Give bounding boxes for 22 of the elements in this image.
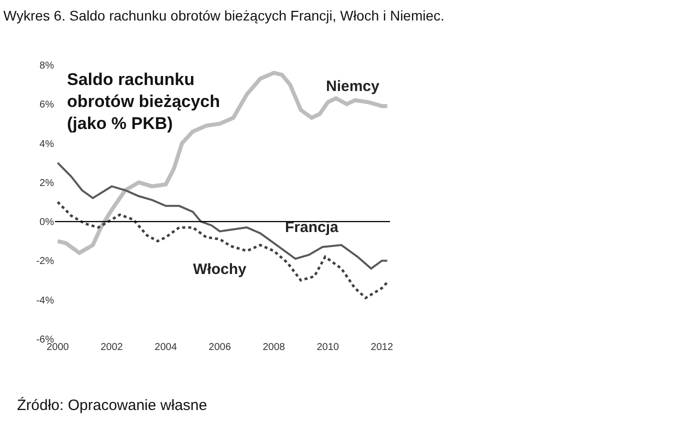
x-tick-label: 2004 — [154, 342, 178, 353]
y-tick-label: -2% — [36, 256, 54, 268]
x-tick-label: 2000 — [46, 342, 70, 353]
y-tick-label: -4% — [36, 295, 54, 306]
text: Źródło: Opracowanie własne — [17, 396, 208, 414]
y-tick-label: 4% — [40, 138, 54, 150]
chart-title: Wykres 6. Saldo rachunku obrotów bieżących Francji, Włoch i Niemiec. — [3, 7, 444, 24]
x-tick-label: 2008 — [262, 342, 286, 353]
y-tick-label: 0% — [40, 217, 54, 228]
x-tick-label: 2002 — [100, 342, 124, 353]
series-label: Niemcy — [326, 78, 380, 95]
annotation: Saldo rachunku obrotów bieżących (jako % PKB) — [67, 70, 220, 134]
line-series — [56, 200, 389, 300]
line-series — [56, 70, 390, 255]
series-label: Włochy — [193, 261, 247, 278]
series-label: Francja — [285, 219, 340, 236]
x-tick-label: 2006 — [208, 342, 232, 353]
y-tick-label: 6% — [40, 100, 54, 111]
y-tick-label: 8% — [40, 60, 54, 72]
x-tick-label: 2012 — [370, 342, 394, 353]
y-tick-label: 2% — [40, 178, 54, 189]
x-tick-label: 2010 — [316, 342, 340, 353]
